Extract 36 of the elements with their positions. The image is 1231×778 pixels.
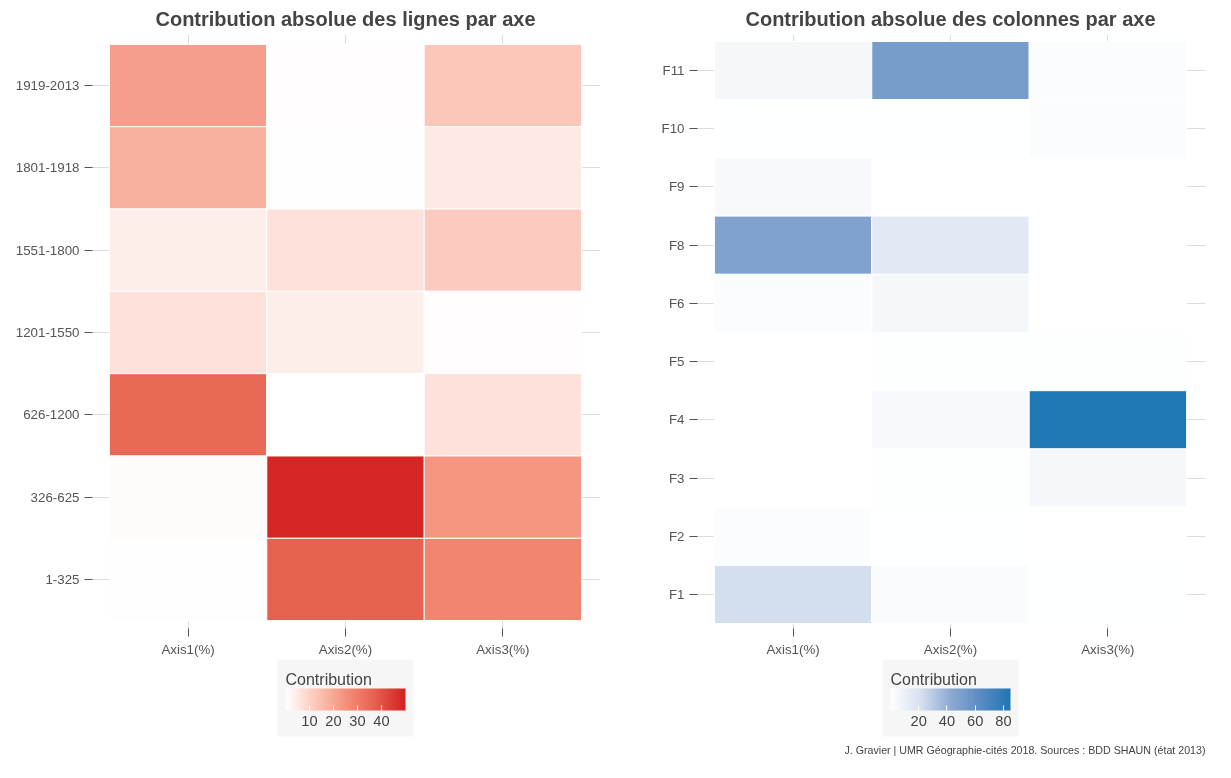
x-tick-label: Axis1(%)	[161, 641, 215, 657]
y-tick-label: 1919-2013	[15, 78, 80, 94]
color-bar-label: 40	[938, 712, 956, 729]
color-bar-title: Contribution	[890, 670, 977, 688]
y-tick-label: F5	[668, 354, 685, 370]
y-tick-label: 1801-1918	[15, 160, 80, 176]
y-tick-label: F4	[668, 412, 686, 428]
x-tick-label: Axis1(%)	[766, 641, 820, 657]
color-bar-label: 30	[349, 712, 366, 729]
y-tick-label: 1-325	[45, 571, 80, 587]
y-tick-label: 1201-1550	[15, 325, 80, 340]
y-tick-label: F11	[662, 63, 685, 79]
y-tick-label: 1551-1800	[15, 242, 80, 258]
y-tick-label: F9	[668, 179, 685, 195]
color-bar-label: 80	[995, 712, 1012, 729]
y-tick-label: F10	[661, 121, 685, 137]
y-tick-label: F3	[668, 470, 685, 486]
y-tick-label: 326-625	[30, 489, 80, 505]
chart-title: Contribution absolue des colonnes par axe	[745, 7, 1156, 30]
color-bar-label: 20	[325, 712, 342, 729]
color-bar-label: 60	[967, 712, 984, 729]
x-tick-label: Axis3(%)	[1081, 641, 1135, 657]
color-bar-label: 10	[301, 712, 318, 729]
color-bar-label: 40	[373, 712, 390, 729]
y-tick-label: F2	[668, 528, 685, 544]
x-tick-label: Axis3(%)	[476, 641, 530, 657]
chart-title: Contribution absolue des lignes par axe	[155, 7, 536, 30]
y-tick-label: 626-1200	[23, 407, 80, 423]
y-tick-label: F1	[668, 586, 685, 602]
x-tick-label: Axis2(%)	[318, 641, 373, 657]
color-bar-label: 20	[910, 712, 927, 729]
text: J. Gravier | UMR Géographie-cités 2018. Sources : BDD SHAUN (état 2013)	[844, 743, 1206, 756]
color-bar-title: Contribution	[285, 670, 372, 688]
x-tick-label: Axis2(%)	[923, 641, 978, 657]
y-tick-label: F6	[668, 295, 685, 311]
y-tick-label: F8	[668, 237, 685, 253]
